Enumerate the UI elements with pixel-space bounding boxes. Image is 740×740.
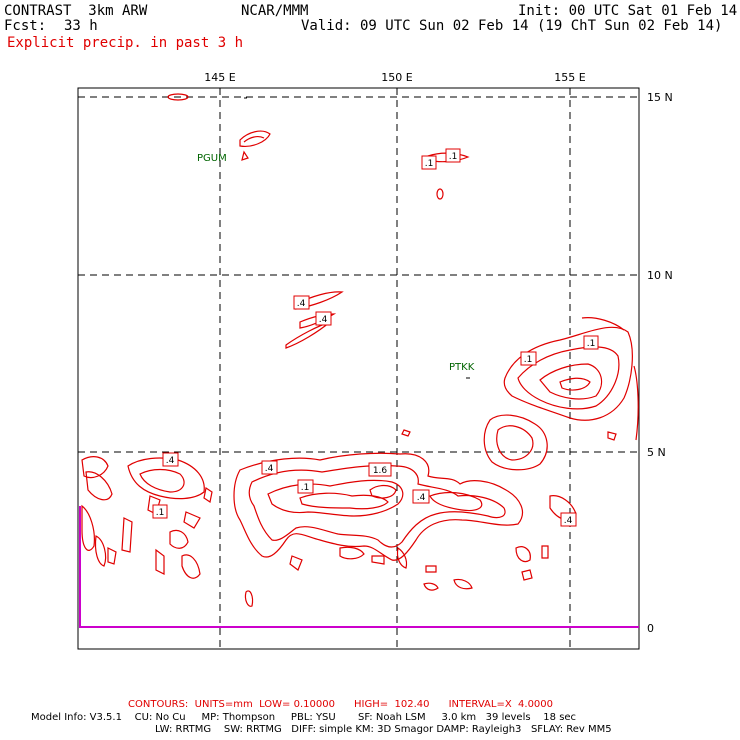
svg-text:.4: .4 bbox=[297, 299, 306, 309]
model-info-line-1: Model Info: V3.5.1 CU: No Cu MP: Thompso… bbox=[31, 712, 577, 723]
domain-boundary bbox=[79, 506, 639, 628]
contour-label: .4 bbox=[293, 295, 310, 310]
center-title: NCAR/MMM bbox=[241, 3, 309, 19]
contour-label: .4 bbox=[412, 489, 430, 504]
lat-label-15: 15 N bbox=[647, 91, 673, 104]
svg-text:.1: .1 bbox=[301, 483, 310, 493]
lon-label-145: 145 E bbox=[204, 71, 235, 84]
model-title: CONTRAST 3km ARW bbox=[4, 3, 148, 19]
svg-text:.1: .1 bbox=[425, 159, 434, 169]
lat-label-10: 10 N bbox=[647, 269, 673, 282]
precip-contours bbox=[81, 93, 639, 607]
svg-text:1.6: 1.6 bbox=[373, 466, 388, 476]
contour-label: .4 bbox=[560, 512, 577, 527]
contour-info: CONTOURS: UNITS=mm LOW= 0.10000 HIGH= 10… bbox=[128, 699, 554, 710]
svg-text:.4: .4 bbox=[564, 516, 573, 526]
svg-text:.1: .1 bbox=[587, 339, 596, 349]
svg-text:.1: .1 bbox=[524, 355, 533, 365]
lon-label-150: 150 E bbox=[381, 71, 412, 84]
svg-text:.1: .1 bbox=[449, 152, 458, 162]
lat-label-0: 0 bbox=[647, 622, 654, 635]
contour-label: .4 bbox=[162, 452, 179, 467]
map-frame bbox=[77, 87, 640, 650]
contour-label: .4 bbox=[315, 311, 332, 326]
valid-time: Valid: 09 UTC Sun 02 Feb 14 (19 ChT Sun … bbox=[301, 18, 723, 34]
contour-label: .1 bbox=[421, 155, 437, 170]
contour-label: 1.6 bbox=[368, 462, 392, 477]
forecast-hour: 33 h bbox=[64, 18, 98, 34]
svg-text:.4: .4 bbox=[417, 493, 426, 503]
model-info-line-2: LW: RRTMG SW: RRTMG DIFF: simple KM: 3D … bbox=[155, 724, 612, 735]
svg-text:.1: .1 bbox=[156, 508, 165, 518]
forecast-label: Fcst: bbox=[4, 18, 47, 34]
field-title: Explicit precip. in past 3 h bbox=[7, 35, 244, 51]
station-pgum: PGUM bbox=[197, 153, 227, 164]
contour-label: .1 bbox=[445, 148, 461, 163]
lat-label-5: 5 N bbox=[647, 446, 666, 459]
contour-label: .1 bbox=[583, 335, 599, 350]
contour-label: .4 bbox=[261, 460, 278, 475]
contour-label: .1 bbox=[297, 479, 314, 494]
init-time: Init: 00 UTC Sat 01 Feb 14 bbox=[518, 3, 738, 19]
svg-text:.4: .4 bbox=[319, 315, 328, 325]
contour-label: .1 bbox=[520, 351, 537, 366]
contour-labels: .1 .1 .4 .4 .1 .1 .4 .4 .1 1.6 .1 .4 .4 bbox=[152, 148, 599, 527]
contour-label: .1 bbox=[152, 504, 168, 519]
lon-label-155: 155 E bbox=[554, 71, 585, 84]
station-ptkk: PTKK bbox=[449, 362, 475, 373]
svg-text:.4: .4 bbox=[166, 456, 175, 466]
grid-lines bbox=[78, 88, 639, 649]
svg-text:.4: .4 bbox=[265, 464, 274, 474]
